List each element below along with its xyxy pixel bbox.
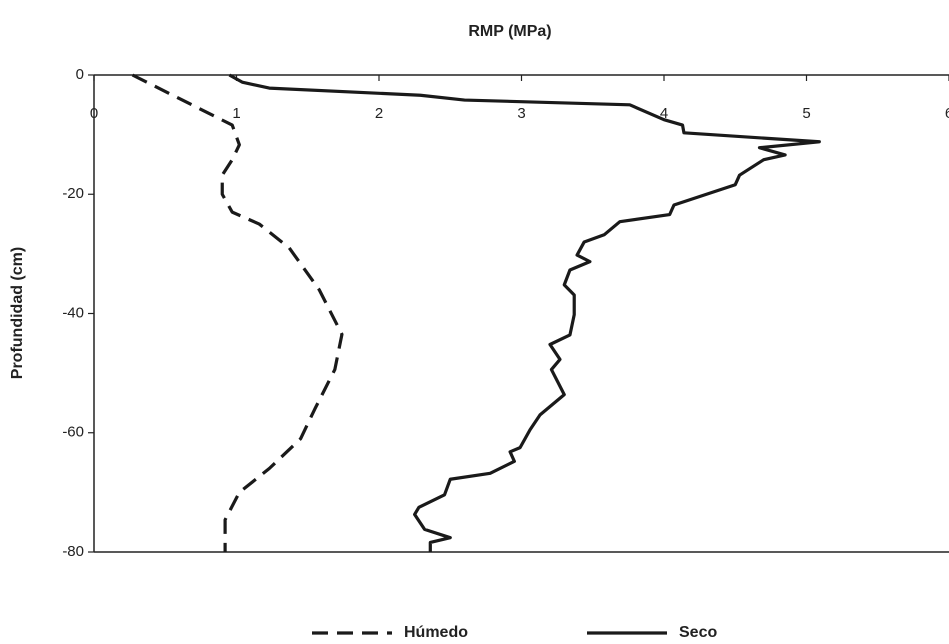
- series-line: [131, 73, 344, 552]
- legend-label: Seco: [679, 624, 717, 641]
- x-tick-label: 2: [375, 105, 383, 122]
- y-tick-label: 0: [76, 66, 84, 83]
- x-tick-label: 5: [802, 105, 810, 122]
- x-tick-label: 3: [517, 105, 525, 122]
- y-tick-label: -60: [62, 424, 84, 441]
- y-tick-label: -80: [62, 543, 84, 560]
- chart-title: RMP (MPa): [468, 23, 551, 40]
- x-tick-label: 6: [945, 105, 949, 122]
- x-tick-label: 4: [660, 105, 668, 122]
- y-tick-label: -40: [62, 304, 84, 321]
- x-tick-label: 1: [232, 105, 240, 122]
- x-tick-label: 0: [90, 105, 98, 122]
- legend-label: Húmedo: [404, 624, 468, 641]
- y-tick-label: -20: [62, 185, 84, 202]
- series-line: [228, 73, 821, 552]
- y-axis-label: Profundidad (cm): [9, 247, 26, 379]
